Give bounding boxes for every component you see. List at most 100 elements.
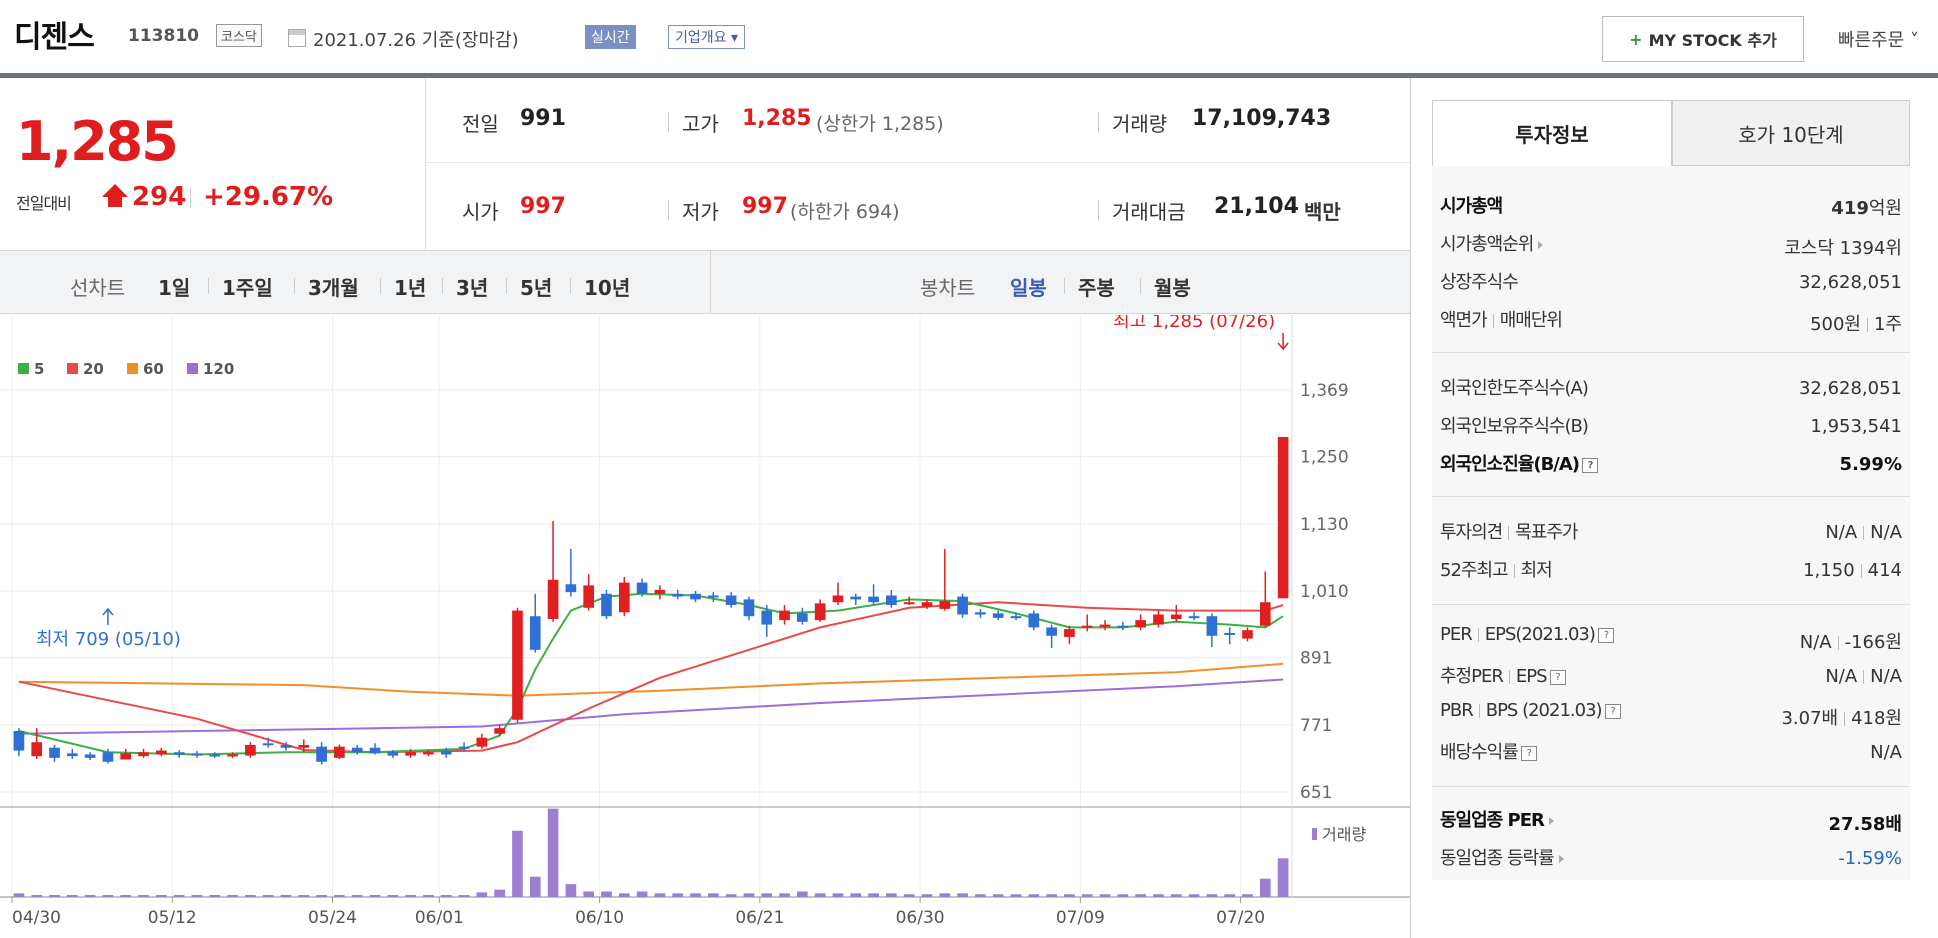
volume-bar <box>1188 894 1200 897</box>
volume-bar <box>636 891 648 897</box>
plus-icon: + <box>1629 29 1643 49</box>
dividend-value: N/A <box>1870 742 1902 763</box>
volume-value: 17,109,743 <box>1192 106 1332 131</box>
candle-body <box>1028 613 1040 628</box>
market-cap-number: 419 <box>1831 198 1869 219</box>
candle-daily[interactable]: 일봉 <box>1010 276 1047 300</box>
add-my-stock-label: MY STOCK 추가 <box>1648 31 1777 50</box>
tab-order-book[interactable]: 호가 10단계 <box>1672 100 1910 166</box>
realtime-button[interactable]: 실시간 <box>585 25 636 49</box>
volume-bar <box>84 895 96 897</box>
volume-bar <box>66 895 78 897</box>
volume-bar <box>245 895 256 897</box>
ma5-line <box>18 592 1284 756</box>
market-cap-label: 시가총액 <box>1440 196 1503 217</box>
quick-order-dropdown[interactable]: 빠른주문 ˅ <box>1838 30 1919 51</box>
stats-row-divider <box>426 162 1410 163</box>
volume-bar <box>156 895 167 897</box>
y-tick-label: 1,130 <box>1300 515 1349 535</box>
arrow-up-icon <box>102 184 128 207</box>
divider <box>506 278 507 294</box>
opinion-target-value: N/A N/A <box>1825 522 1902 543</box>
help-icon[interactable]: ? <box>1520 745 1537 761</box>
candle-body <box>654 589 666 594</box>
candle-body <box>1206 616 1218 636</box>
candle-body <box>120 753 132 760</box>
candle-monthly[interactable]: 월봉 <box>1154 276 1191 300</box>
candle-body <box>547 579 559 619</box>
per-value: N/A <box>1799 632 1832 653</box>
per-eps-label: PER EPS(2021.03)? <box>1440 624 1614 645</box>
volume-bar <box>601 891 612 897</box>
candle-body <box>423 752 434 755</box>
volume-bar <box>31 895 43 897</box>
tab-invest-info[interactable]: 투자정보 <box>1432 100 1672 166</box>
period-10y[interactable]: 10년 <box>584 276 631 300</box>
period-3y[interactable]: 3년 <box>456 276 489 300</box>
candle-body <box>1135 620 1146 628</box>
help-icon[interactable]: ? <box>1549 669 1566 685</box>
eps-value: -166원 <box>1844 632 1902 653</box>
volume-bar <box>351 895 363 897</box>
industry-rate-text: 동일업종 등락률 <box>1440 848 1555 869</box>
x-tick-label: 06/30 <box>896 908 945 928</box>
divider <box>1508 670 1510 684</box>
candle-body <box>886 595 897 605</box>
volume-bar <box>387 895 399 897</box>
volume-bar <box>280 895 292 897</box>
x-tick-label: 06/01 <box>415 908 464 928</box>
candle-body <box>1170 614 1182 619</box>
x-tick-label: 07/20 <box>1216 908 1265 928</box>
candle-body <box>31 742 43 757</box>
divider <box>380 278 381 294</box>
market-cap-rank-label[interactable]: 시가총액순위 <box>1440 230 1544 256</box>
opinion-target-label: 투자의견 목표주가 <box>1440 518 1579 544</box>
volume-bar <box>672 893 684 897</box>
volume-bar <box>797 891 808 897</box>
trade-unit-value: 1주 <box>1873 314 1902 335</box>
candle-body <box>1277 437 1289 599</box>
volume-bar <box>1028 894 1040 897</box>
diff-label: 전일대비 <box>16 194 72 213</box>
industry-per-value: 27.58배 <box>1828 814 1903 835</box>
foreign-hold-label: 외국인보유주식수(B) <box>1440 416 1589 437</box>
period-1y[interactable]: 1년 <box>394 276 427 300</box>
help-icon[interactable]: ? <box>1597 627 1614 643</box>
candle-body <box>743 599 755 617</box>
prev-close-label: 전일 <box>462 112 499 136</box>
help-icon[interactable]: ? <box>1582 457 1599 473</box>
candle-body <box>868 596 879 603</box>
week52-label: 52주최고 최저 <box>1440 556 1553 582</box>
volume-bar <box>476 892 488 897</box>
est-eps-label: EPS <box>1515 666 1548 687</box>
period-5y[interactable]: 5년 <box>520 276 553 300</box>
period-1w[interactable]: 1주일 <box>222 276 273 300</box>
period-3m[interactable]: 3개월 <box>308 276 359 300</box>
week52-low-value: 414 <box>1867 560 1902 581</box>
week52-low-label: 최저 <box>1520 560 1553 581</box>
candle-body <box>191 753 203 756</box>
industry-per-label[interactable]: 동일업종 PER <box>1440 806 1554 832</box>
volume-bar <box>405 895 416 897</box>
volume-bar <box>868 893 879 897</box>
candle-body <box>387 752 399 756</box>
price-chart: 1,369 1,250 1,130 1,010 891 771 651 04/30 05/12 0… <box>0 315 1410 928</box>
period-1d[interactable]: 1일 <box>158 276 191 300</box>
divider <box>668 200 669 220</box>
y-tick-label: 1,250 <box>1300 448 1349 468</box>
candle-body <box>49 747 60 758</box>
candle-weekly[interactable]: 주봉 <box>1078 276 1115 300</box>
help-icon[interactable]: ? <box>1604 703 1621 719</box>
panel-divider <box>1410 78 1411 938</box>
add-my-stock-button[interactable]: + MY STOCK 추가 <box>1602 16 1804 62</box>
company-overview-dropdown[interactable]: 기업개요 ▾ <box>668 25 745 49</box>
week52-high-label: 52주최고 <box>1440 560 1509 581</box>
volume-bar <box>850 893 862 897</box>
volume-bar <box>120 895 132 897</box>
volume-bar <box>227 895 238 897</box>
industry-rate-label[interactable]: 동일업종 등락률 <box>1440 844 1564 870</box>
x-tick-label: 05/24 <box>308 908 357 928</box>
candle-body <box>494 728 505 734</box>
candle-chart-label: 봉차트 <box>920 276 976 300</box>
candle-body <box>850 596 862 600</box>
